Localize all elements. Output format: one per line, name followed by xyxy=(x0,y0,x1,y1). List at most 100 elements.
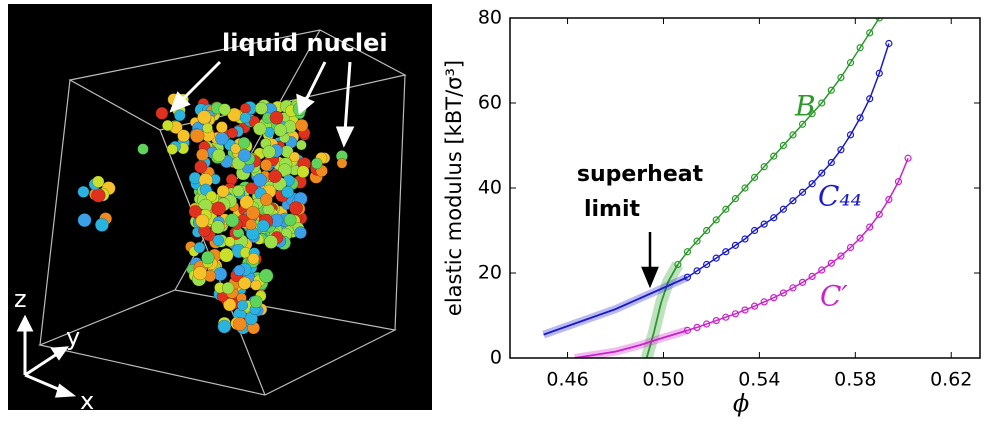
particle xyxy=(296,139,307,151)
data-point xyxy=(722,205,730,213)
data-point xyxy=(722,248,730,256)
particle xyxy=(94,217,109,232)
particle xyxy=(195,214,210,228)
data-point xyxy=(827,158,835,167)
data-point xyxy=(798,188,807,196)
data-point xyxy=(856,114,864,122)
data-point xyxy=(674,260,682,269)
particle xyxy=(262,145,276,159)
particle xyxy=(237,299,249,311)
data-point xyxy=(798,278,807,286)
particle xyxy=(336,157,348,169)
data-point xyxy=(683,248,692,256)
annotation-arrow xyxy=(641,232,659,289)
particle xyxy=(77,185,90,198)
particle xyxy=(239,195,254,210)
particle xyxy=(223,298,237,312)
particle xyxy=(245,205,260,220)
particle xyxy=(233,264,245,277)
data-point xyxy=(875,69,883,77)
box-edge xyxy=(39,79,71,346)
particle xyxy=(239,103,251,114)
particle xyxy=(232,317,247,332)
fit-line xyxy=(543,276,688,336)
data-point xyxy=(837,252,845,260)
series-line xyxy=(677,18,880,265)
data-point xyxy=(741,184,749,192)
particle xyxy=(197,110,212,125)
data-point xyxy=(837,73,845,82)
particle xyxy=(219,247,234,263)
particle xyxy=(239,112,252,124)
x-tick-label: 0.62 xyxy=(930,369,972,391)
data-point xyxy=(770,152,778,160)
axis-label-z: z xyxy=(14,285,27,313)
data-point xyxy=(837,146,845,154)
data-point xyxy=(846,59,855,67)
axis-arrow xyxy=(24,350,61,377)
data-point xyxy=(722,313,730,321)
particle xyxy=(155,106,169,120)
data-point xyxy=(856,234,864,242)
particle xyxy=(224,236,236,248)
particle xyxy=(238,276,252,290)
y-tick-label: 40 xyxy=(478,177,502,199)
particle xyxy=(254,101,268,115)
particle xyxy=(281,185,294,199)
data-point xyxy=(760,163,768,171)
data-point xyxy=(779,205,787,213)
data-point xyxy=(779,289,787,297)
data-point xyxy=(770,294,778,302)
simulation-snapshot: liquid nuclei z y x xyxy=(8,4,432,415)
particle xyxy=(257,219,270,233)
particle xyxy=(91,188,106,203)
data-point xyxy=(731,241,740,249)
data-point xyxy=(703,320,711,328)
particle xyxy=(230,143,241,154)
particle xyxy=(245,219,257,231)
data-point xyxy=(818,169,826,177)
particle xyxy=(288,201,303,216)
particle xyxy=(269,110,284,125)
data-point xyxy=(750,302,759,310)
particle xyxy=(245,182,258,195)
particle xyxy=(205,190,217,202)
data-point xyxy=(846,131,855,139)
data-point xyxy=(875,18,883,22)
series-group xyxy=(542,18,912,358)
particle xyxy=(294,226,307,239)
data-point xyxy=(741,235,749,243)
data-point xyxy=(894,178,903,186)
particle xyxy=(166,143,178,155)
x-tick-label: 0.58 xyxy=(834,369,876,391)
arrow-head xyxy=(16,314,34,332)
arrow-head xyxy=(50,346,70,361)
arrow-head xyxy=(641,266,659,289)
arrows xyxy=(169,60,355,148)
particle xyxy=(253,173,267,187)
particle xyxy=(260,159,273,172)
plot-area: 0.46 0.50 0.54 0.58 0.62 0 20 40 60 80 B C₄₄ C′ xyxy=(478,7,980,391)
data-point xyxy=(760,220,768,228)
particle xyxy=(201,250,215,265)
chart: 0.46 0.50 0.54 0.58 0.62 0 20 40 60 80 B C₄₄ C′ ϕ el… xyxy=(442,7,981,418)
data-point xyxy=(712,317,720,325)
particle xyxy=(177,129,191,143)
data-point xyxy=(885,195,893,204)
data-point xyxy=(798,120,807,128)
data-point xyxy=(789,131,797,139)
data-point xyxy=(827,86,835,94)
particle xyxy=(162,119,174,132)
y-tick-label: 80 xyxy=(478,7,502,29)
arrow-head xyxy=(296,93,315,115)
series-line xyxy=(687,157,909,332)
particle xyxy=(188,205,202,219)
particle xyxy=(217,319,232,334)
data-point xyxy=(703,260,711,269)
data-point xyxy=(741,306,749,314)
y-tick-label: 20 xyxy=(478,262,502,284)
particle xyxy=(193,241,206,254)
particle xyxy=(273,123,288,137)
